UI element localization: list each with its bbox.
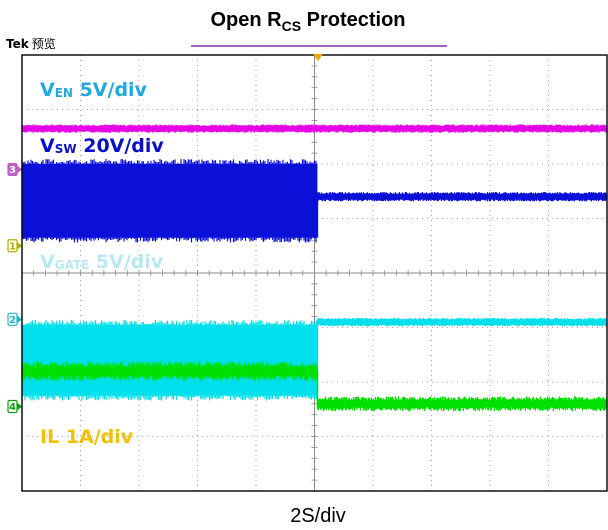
channel-marker-number: 3 [9,165,16,176]
timebase-label: 2S/div [290,505,346,527]
channel-marker-arrow [17,315,22,324]
trace-vgate-band [22,324,318,396]
trace-label-vgate-rest: 5V/div [89,251,164,273]
trace-label-vgate-subscript: GATE [55,258,90,272]
channel-marker-vsw: 3 [7,162,22,177]
channel-marker-number: 1 [9,241,16,252]
channel-marker-arrow [17,165,22,174]
trace-label-il-rest: 1A/div [59,426,134,448]
trigger-marker-icon [313,54,323,61]
trace-label-il: IL 1A/div [40,426,134,448]
trace-vgate-line [316,317,608,327]
trace-label-vgate: VGATE 5V/div [40,251,164,273]
trace-label-vsw-subscript: SW [55,142,77,156]
trace-vsw-line [316,192,608,202]
channel-marker-ven: 1 [7,239,22,253]
trace-il [21,361,608,412]
trace-label-ven-rest: 5V/div [73,79,148,101]
trace-label-il-main: IL [40,426,59,448]
channel-marker-il: 4 [7,399,22,414]
tek-brand: Tek [6,37,30,51]
trace-label-ven-subscript: EN [55,86,73,100]
trace-il-line [316,396,608,412]
channel-marker-arrow [17,402,22,411]
channel-markers: 3 1 2 4 [7,162,22,414]
trace-label-vsw-rest: 20V/div [77,135,165,157]
trace-ven-line [21,124,608,133]
trace-vsw-band-edge [21,159,317,243]
trace-vsw-band [22,164,318,238]
trace-label-vsw-main: V [40,135,55,157]
trace-vgate-band-edge [21,319,317,401]
trace-vgate [21,317,608,401]
preview-mode-label: 预览 [32,36,56,51]
trace-ven [21,124,608,133]
chart-title: Open RCS Protection [210,9,405,34]
chart-title-rest: Protection [301,9,405,31]
channel-marker-vgate: 2 [7,312,22,326]
trace-layer [21,124,608,412]
trace-label-ven-main: V [40,79,55,101]
trace-label-vsw: VSW 20V/div [40,135,164,157]
channel-marker-arrow [17,241,22,250]
chart-title-subscript: CS [282,18,301,34]
trace-label-ven: VEN 5V/div [40,79,148,101]
trace-label-vgate-main: V [40,251,55,273]
channel-marker-number: 4 [9,402,16,413]
tek-brand-label: Tek 预览 [6,36,56,51]
trace-vsw [21,159,608,243]
chart-title-main: Open R [210,9,282,31]
channel-marker-number: 2 [9,315,16,326]
